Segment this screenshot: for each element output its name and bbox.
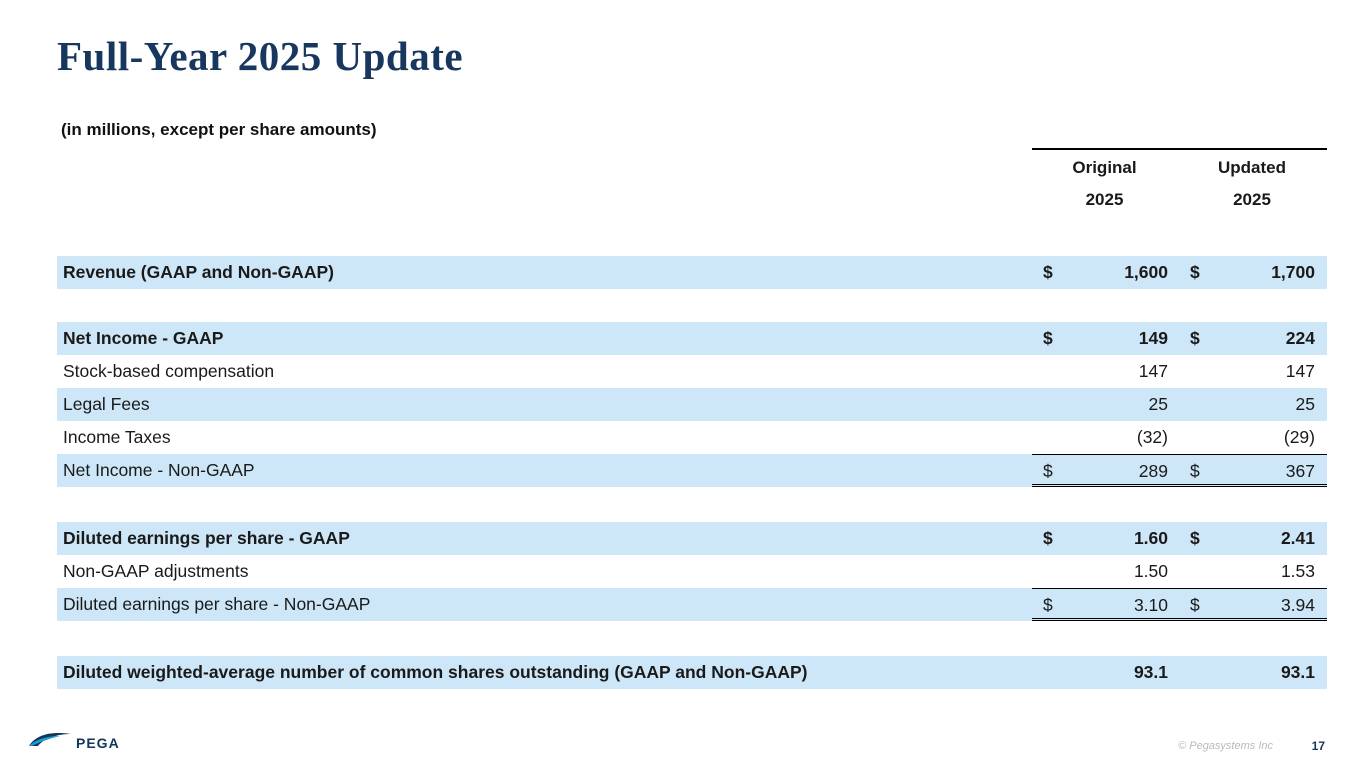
value-updated: 224 [1285,328,1315,348]
dollar-sign: $ [1177,454,1212,487]
dollar-sign [1177,388,1212,421]
value-original: (32) [1136,427,1168,447]
column-header-updated-year: 2025 [1233,190,1271,209]
table-row-net-income-non-gaap: Net Income - Non-GAAP $ 289 $ 367 [57,454,1327,487]
value-original: 1,600 [1124,262,1168,282]
dollar-sign [1032,355,1062,388]
dollar-sign [1177,555,1212,588]
page-title: Full-Year 2025 Update [57,33,464,79]
value-original: 25 [1148,394,1168,414]
table-row-stock-based-compensation: Stock-based compensation 147 147 [57,355,1327,388]
section-gap [57,487,1327,522]
dollar-sign [1032,421,1062,454]
row-label: Net Income - Non-GAAP [63,460,255,480]
column-header-updated: Updated 2025 [1177,152,1327,216]
value-updated: 1,700 [1271,262,1315,282]
row-label: Revenue (GAAP and Non-GAAP) [63,262,334,282]
dollar-sign: $ [1190,262,1200,282]
dollar-sign: $ [1043,528,1053,548]
table-row-net-income-gaap: Net Income - GAAP $ 149 $ 224 [57,322,1327,355]
table-row-diluted-eps-non-gaap: Diluted earnings per share - Non-GAAP $ … [57,588,1327,621]
dollar-sign [1177,421,1212,454]
value-updated: (29) [1283,427,1315,447]
header-columns: Original 2025 Updated 2025 [1032,148,1327,216]
row-label: Diluted weighted-average number of commo… [63,662,808,682]
value-updated: 147 [1285,361,1315,381]
header-gap [57,216,1327,256]
table-row-legal-fees: Legal Fees 25 25 [57,388,1327,421]
value-original: 289 [1062,454,1177,487]
table-header: Original 2025 Updated 2025 [57,148,1327,216]
value-original: 1.50 [1133,561,1168,581]
table-row-revenue: Revenue (GAAP and Non-GAAP) $ 1,600 $ 1,… [57,256,1327,289]
row-label: Legal Fees [63,394,150,414]
row-label: Non-GAAP adjustments [63,561,249,581]
column-header-updated-label: Updated [1218,158,1286,177]
slide-subtitle: (in millions, except per share amounts) [61,120,377,139]
column-header-original: Original 2025 [1032,152,1177,216]
table-row-income-taxes: Income Taxes (32) (29) [57,421,1327,454]
dollar-sign: $ [1190,328,1200,348]
value-original: 147 [1138,361,1168,381]
pega-logo: PEGA [28,731,120,754]
dollar-sign: $ [1032,588,1062,621]
dollar-sign: $ [1190,528,1200,548]
value-original: 93.1 [1133,662,1168,682]
financial-table: Original 2025 Updated 2025 Revenue (GAAP… [57,148,1327,689]
value-original: 3.10 [1062,588,1177,621]
value-updated: 367 [1212,454,1327,487]
value-updated: 3.94 [1212,588,1327,621]
row-label: Diluted earnings per share - GAAP [63,528,350,548]
dollar-sign: $ [1032,454,1062,487]
row-label: Diluted earnings per share - Non-GAAP [63,594,371,614]
section-gap [57,621,1327,656]
dollar-sign [1032,388,1062,421]
table-row-non-gaap-adjustments: Non-GAAP adjustments 1.50 1.53 [57,555,1327,588]
row-label: Net Income - GAAP [63,328,224,348]
pega-swoosh-icon [28,731,72,754]
dollar-sign: $ [1177,588,1212,621]
dollar-sign [1177,355,1212,388]
value-updated: 25 [1295,394,1315,414]
dollar-sign [1032,555,1062,588]
copyright-text: © Pegasystems Inc [1178,740,1273,752]
table-row-diluted-shares: Diluted weighted-average number of commo… [57,656,1327,689]
slide-footer: PEGA © Pegasystems Inc 17 [0,728,1365,756]
value-updated: 1.53 [1280,561,1315,581]
dollar-sign: $ [1043,328,1053,348]
column-header-original-year: 2025 [1085,190,1124,209]
table-row-diluted-eps-gaap: Diluted earnings per share - GAAP $ 1.60… [57,522,1327,555]
row-label: Income Taxes [63,427,171,447]
dollar-sign: $ [1043,262,1053,282]
pega-logo-text: PEGA [76,734,120,751]
row-label: Stock-based compensation [63,361,275,381]
page-number: 17 [1311,739,1325,753]
dollar-sign [1177,656,1212,689]
dollar-sign [1032,656,1062,689]
value-original: 1.60 [1133,528,1168,548]
column-header-original-label: Original [1072,158,1137,177]
value-updated: 2.41 [1280,528,1315,548]
section-gap [57,289,1327,322]
value-updated: 93.1 [1280,662,1315,682]
value-original: 149 [1138,328,1168,348]
header-spacer [57,148,1032,216]
